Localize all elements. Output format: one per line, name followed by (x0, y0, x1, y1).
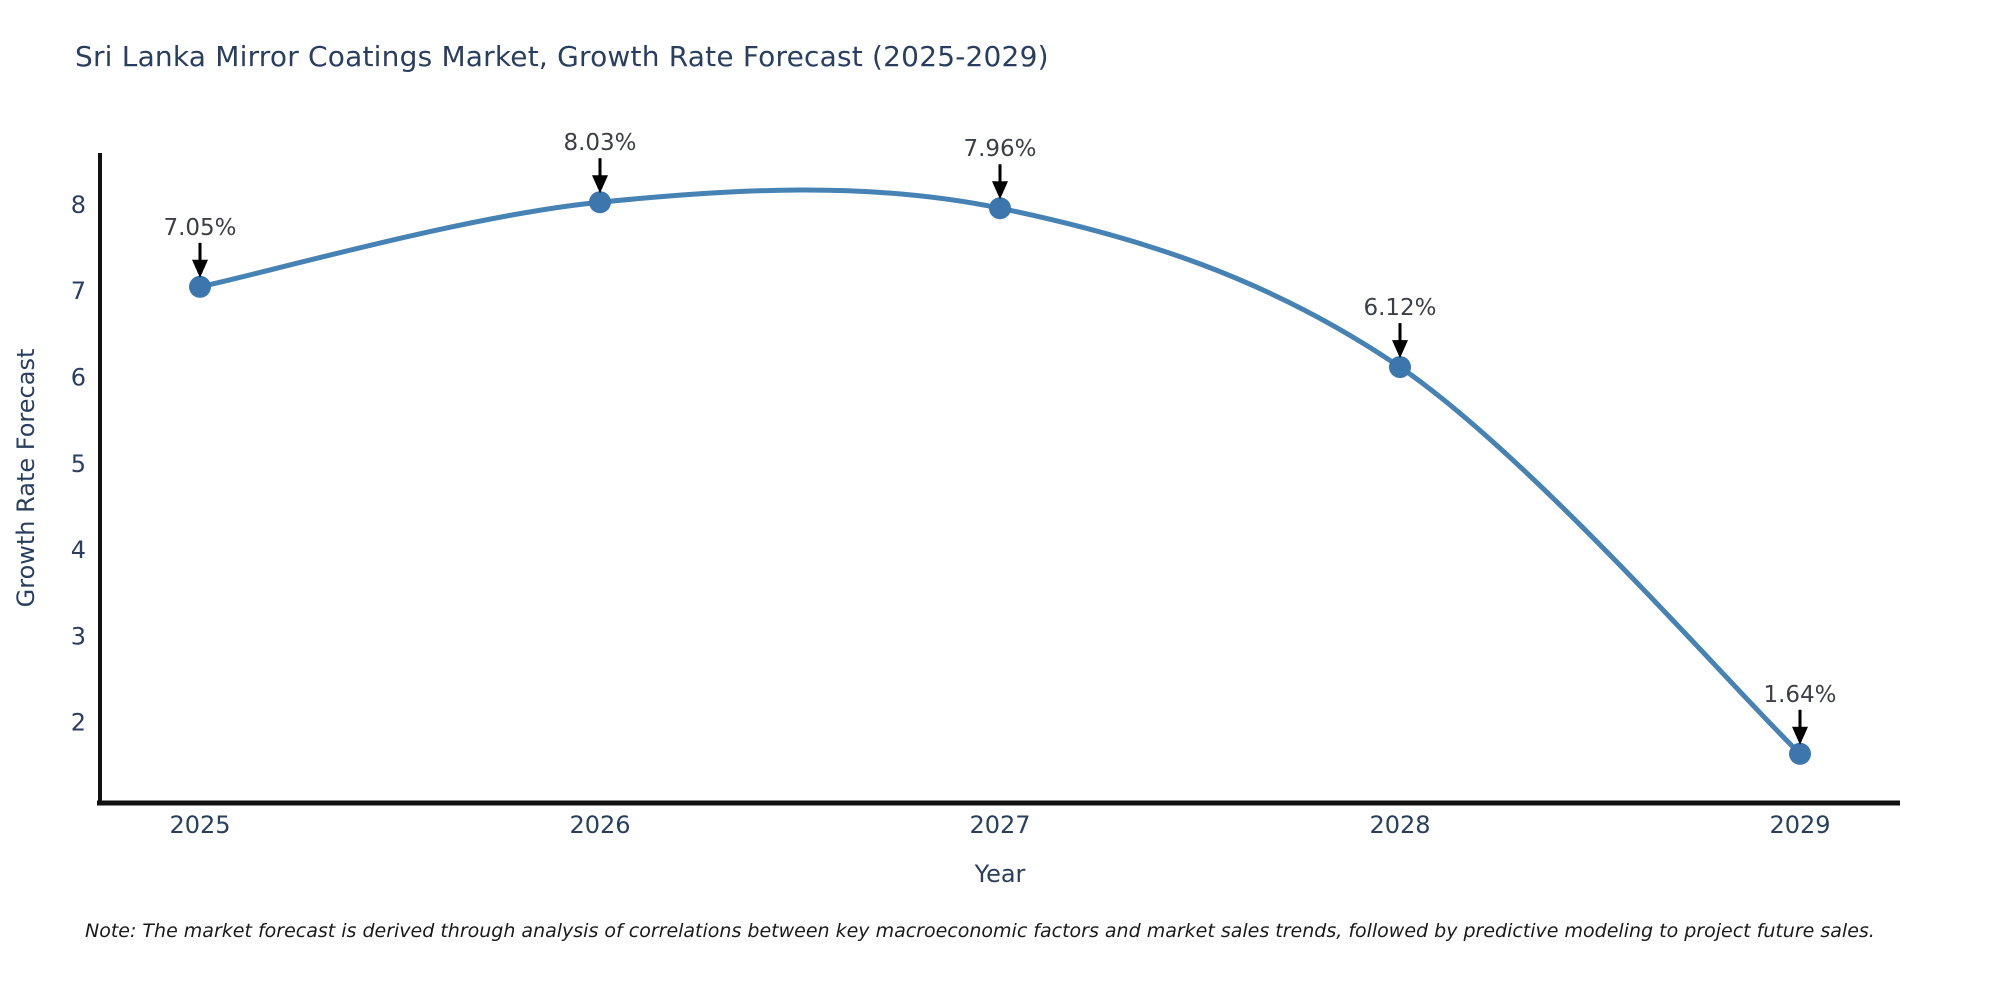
x-tick-label: 2026 (569, 811, 630, 839)
data-point-marker[interactable] (1389, 356, 1411, 379)
data-point-marker[interactable] (989, 197, 1011, 220)
y-tick-label: 3 (71, 622, 86, 650)
annotation-arrow-head (1392, 340, 1408, 359)
annotation-arrow-head (592, 175, 608, 194)
data-point-marker[interactable] (589, 191, 611, 214)
chart-title: Sri Lanka Mirror Coatings Market, Growth… (75, 40, 1049, 73)
footnote: Note: The market forecast is derived thr… (85, 920, 1875, 942)
annotation-arrow-head (192, 259, 208, 278)
y-tick-label: 7 (71, 277, 86, 305)
y-tick-label: 5 (71, 450, 86, 478)
x-tick-label: 2025 (169, 811, 230, 839)
y-tick-label: 6 (71, 363, 86, 391)
x-tick-label: 2028 (1369, 811, 1430, 839)
y-tick-label: 4 (71, 536, 86, 564)
x-axis-title: Year (974, 860, 1026, 888)
annotation-label: 7.96% (963, 136, 1036, 162)
x-tick-label: 2029 (1769, 811, 1830, 839)
data-point-marker[interactable] (1789, 742, 1811, 765)
annotation-label: 7.05% (163, 215, 236, 241)
y-axis-title: Growth Rate Forecast (12, 349, 40, 608)
forecast-line (197, 187, 1803, 757)
annotation-label: 8.03% (563, 130, 636, 156)
annotation-label: 1.64% (1763, 682, 1836, 708)
y-tick-label: 8 (71, 191, 86, 219)
y-tick-label: 2 (71, 709, 86, 737)
annotation-arrow-head (1792, 726, 1808, 745)
data-point-marker[interactable] (189, 275, 211, 298)
x-tick-label: 2027 (969, 811, 1030, 839)
annotation-arrow-head (992, 181, 1008, 200)
annotation-label: 6.12% (1363, 295, 1436, 321)
